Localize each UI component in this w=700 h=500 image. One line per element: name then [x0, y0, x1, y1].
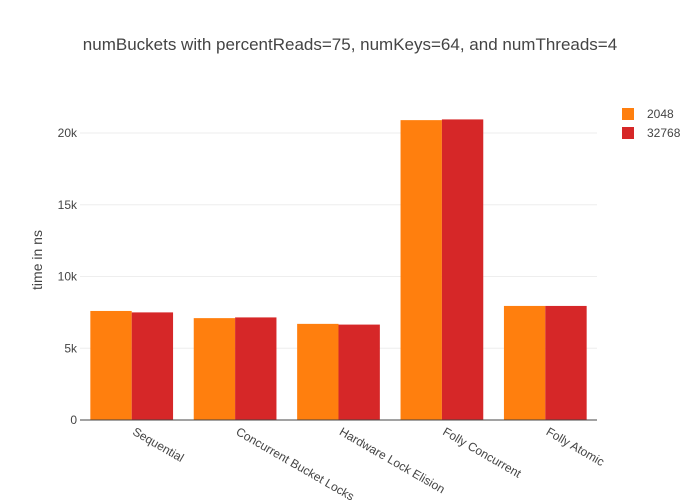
x-tick-label: Hardware Lock Elision — [337, 424, 447, 496]
x-tick-label: Sequential — [130, 424, 186, 464]
legend-swatch — [622, 108, 634, 120]
y-tick-label: 15k — [58, 198, 78, 212]
bar-2048-folly-atomic[interactable] — [503, 305, 546, 420]
legend[interactable]: 2048 32768 — [622, 107, 681, 140]
bar-32768-sequential[interactable] — [131, 312, 174, 420]
x-axis-ticks: Sequential Concurrent Bucket LocksHardwar… — [130, 424, 607, 500]
bar-2048-sequential[interactable] — [90, 310, 132, 420]
bar-32768-concurrent-bucket-locks[interactable] — [235, 317, 277, 420]
bar-2048-hardware-lock-elision[interactable] — [297, 323, 339, 420]
legend-label: 2048 — [647, 107, 674, 121]
y-axis-ticks: 0 5k 10k 15k 20k — [58, 126, 78, 427]
y-tick-label: 0 — [70, 413, 77, 427]
bar-32768-folly-concurrent[interactable] — [441, 119, 484, 421]
bar-2048-folly-concurrent[interactable] — [400, 120, 442, 420]
chart-title: numBuckets with percentReads=75, numKeys… — [83, 35, 617, 54]
bars — [90, 119, 587, 421]
y-tick-label: 10k — [58, 270, 78, 284]
x-tick-label: Folly Atomic — [544, 424, 607, 468]
legend-item-2048[interactable]: 2048 — [622, 107, 674, 121]
x-tick-label: Folly Concurrent — [440, 424, 524, 480]
bar-32768-folly-atomic[interactable] — [545, 305, 587, 420]
y-axis-title: time in ns — [29, 230, 45, 290]
bar-32768-hardware-lock-elision[interactable] — [338, 324, 380, 420]
legend-label: 32768 — [647, 126, 681, 140]
y-tick-label: 5k — [64, 341, 78, 355]
legend-swatch — [622, 127, 634, 139]
bar-2048-concurrent-bucket-locks[interactable] — [193, 318, 236, 420]
y-tick-label: 20k — [58, 126, 78, 140]
legend-item-32768[interactable]: 32768 — [622, 126, 681, 140]
